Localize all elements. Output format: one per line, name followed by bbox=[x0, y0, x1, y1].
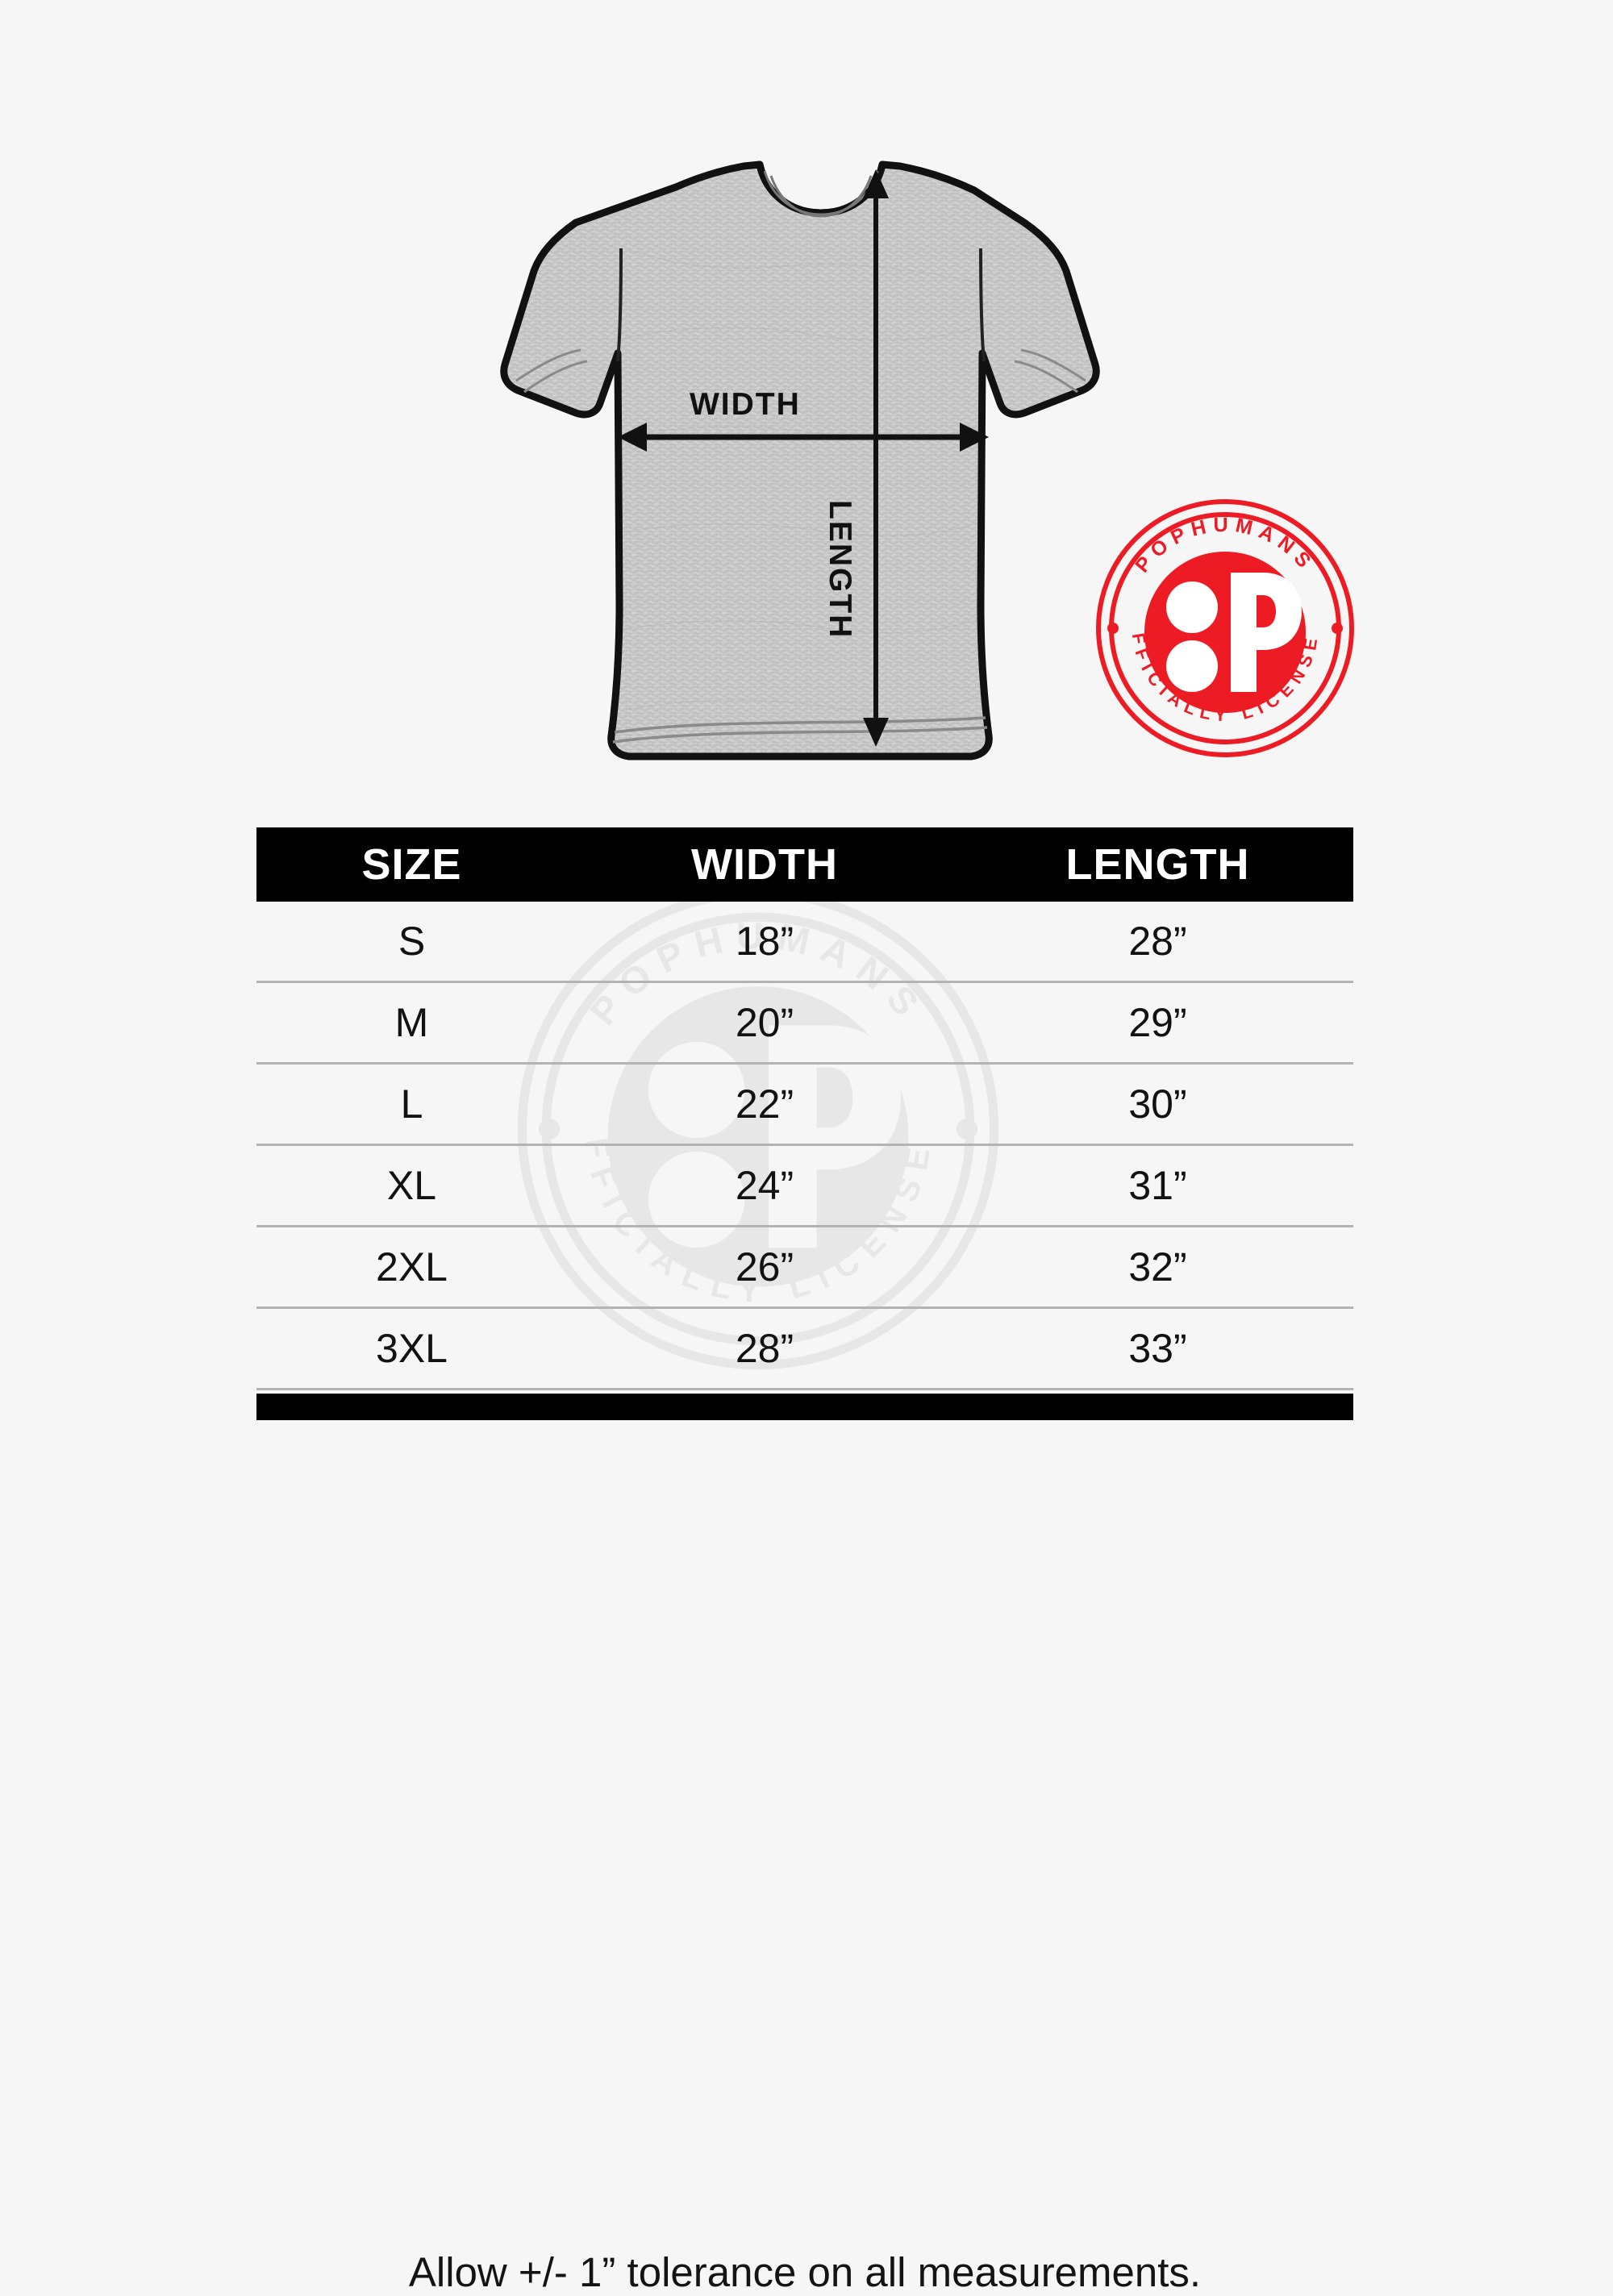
column-header-size: SIZE bbox=[361, 840, 462, 889]
cell-width: 28” bbox=[735, 1326, 794, 1371]
cell-size: XL bbox=[386, 1163, 437, 1208]
cell-length: 32” bbox=[1128, 1244, 1187, 1290]
right-sleeve-seam bbox=[979, 248, 986, 362]
cell-length: 31” bbox=[1128, 1163, 1187, 1208]
cell-width: 24” bbox=[735, 1163, 794, 1208]
size-chart-table: SIZE WIDTH LENGTH S 18” 28” M 20” 29” L … bbox=[256, 827, 1353, 2295]
cell-length: 29” bbox=[1128, 1000, 1187, 1045]
cell-size: L bbox=[400, 1081, 423, 1127]
table-footer-bar bbox=[256, 1394, 1353, 1420]
cell-length: 30” bbox=[1128, 1081, 1187, 1127]
hem-line-2 bbox=[612, 726, 988, 744]
cell-length: 28” bbox=[1128, 919, 1187, 964]
badge-monogram-p bbox=[1231, 573, 1302, 692]
left-cuff-line bbox=[515, 348, 581, 382]
cell-width: 26” bbox=[735, 1244, 794, 1290]
table-row: S 18” 28” bbox=[256, 902, 1353, 983]
hem-line-1 bbox=[614, 716, 986, 734]
tolerance-note: Allow +/- 1” tolerance on all measuremen… bbox=[408, 2249, 1202, 2295]
width-measure-arrow bbox=[618, 423, 989, 452]
badge-left-dot bbox=[1107, 623, 1119, 634]
table-row: L 22” 30” bbox=[256, 1065, 1353, 1146]
table-row: 3XL 28” 33” bbox=[256, 1309, 1353, 1390]
table-row: M 20” 29” bbox=[256, 983, 1353, 1065]
cell-width: 18” bbox=[735, 919, 794, 964]
table-header-row: SIZE WIDTH LENGTH bbox=[256, 827, 1353, 902]
cell-size: 2XL bbox=[376, 1244, 448, 1290]
cell-size: 3XL bbox=[376, 1326, 448, 1371]
tshirt-fabric bbox=[503, 165, 1097, 756]
right-cuff-line-2 bbox=[1014, 360, 1078, 394]
badge-logo-dot-top bbox=[1166, 581, 1218, 633]
badge-logo-dot-bottom bbox=[1166, 640, 1218, 692]
length-measure-label: LENGTH bbox=[823, 500, 857, 640]
size-chart-page: WIDTH LENGTH POPHUMANS OFFICIALLY LICENS… bbox=[256, 153, 1355, 2295]
cell-size: M bbox=[394, 1000, 429, 1045]
tshirt-illustration bbox=[460, 153, 1105, 790]
badge-outer-ring bbox=[1096, 499, 1354, 757]
right-cuff-line bbox=[1020, 348, 1086, 382]
left-sleeve-seam bbox=[616, 248, 623, 362]
left-cuff-line-2 bbox=[523, 360, 588, 394]
cell-length: 33” bbox=[1128, 1326, 1187, 1371]
badge-right-dot bbox=[1332, 623, 1343, 634]
column-header-length: LENGTH bbox=[1065, 840, 1250, 889]
collar-stitch-2 bbox=[769, 175, 873, 218]
length-measure-arrow bbox=[863, 169, 889, 747]
cell-width: 20” bbox=[735, 1000, 794, 1045]
table-row: XL 24” 31” bbox=[256, 1146, 1353, 1227]
cell-width: 22” bbox=[735, 1081, 794, 1127]
table-row: 2XL 26” 32” bbox=[256, 1227, 1353, 1309]
pophumans-licensed-badge: POPHUMANS OFFICIALLY LICENSED bbox=[1095, 498, 1355, 758]
width-measure-label: WIDTH bbox=[690, 387, 801, 422]
column-header-width: WIDTH bbox=[691, 840, 838, 889]
cell-size: S bbox=[398, 919, 426, 964]
